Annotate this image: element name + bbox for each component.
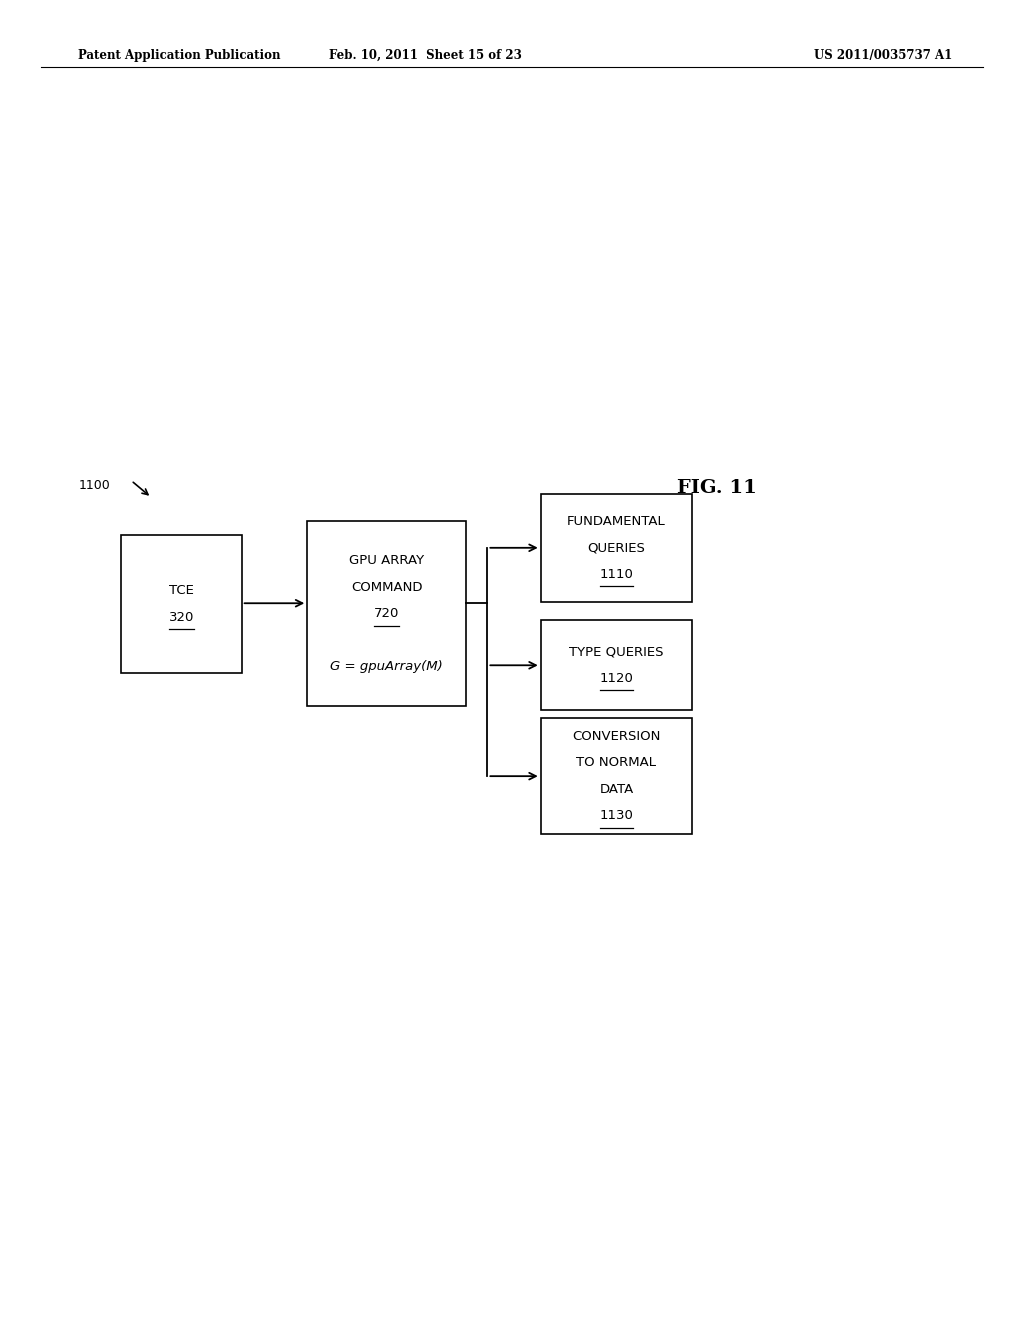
Text: CONVERSION: CONVERSION xyxy=(572,730,660,743)
Text: 320: 320 xyxy=(169,611,194,623)
Text: Patent Application Publication: Patent Application Publication xyxy=(78,49,281,62)
Text: FUNDAMENTAL: FUNDAMENTAL xyxy=(567,515,666,528)
Bar xyxy=(307,521,466,706)
Text: G = gpuArray(M): G = gpuArray(M) xyxy=(330,660,443,673)
Text: US 2011/0035737 A1: US 2011/0035737 A1 xyxy=(814,49,952,62)
Text: 1110: 1110 xyxy=(599,568,634,581)
Text: 720: 720 xyxy=(374,607,399,620)
Bar xyxy=(541,718,692,834)
Text: DATA: DATA xyxy=(599,783,634,796)
Text: 1120: 1120 xyxy=(599,672,634,685)
Text: TYPE QUERIES: TYPE QUERIES xyxy=(569,645,664,659)
Bar xyxy=(121,535,242,673)
Bar xyxy=(541,494,692,602)
Text: COMMAND: COMMAND xyxy=(351,581,422,594)
Text: Feb. 10, 2011  Sheet 15 of 23: Feb. 10, 2011 Sheet 15 of 23 xyxy=(329,49,521,62)
Text: FIG. 11: FIG. 11 xyxy=(677,479,757,498)
Text: QUERIES: QUERIES xyxy=(588,541,645,554)
Bar xyxy=(541,620,692,710)
Text: GPU ARRAY: GPU ARRAY xyxy=(349,554,424,568)
Text: TO NORMAL: TO NORMAL xyxy=(577,756,656,770)
Text: TCE: TCE xyxy=(169,585,194,597)
Text: 1130: 1130 xyxy=(599,809,634,822)
Text: 1100: 1100 xyxy=(79,479,111,492)
